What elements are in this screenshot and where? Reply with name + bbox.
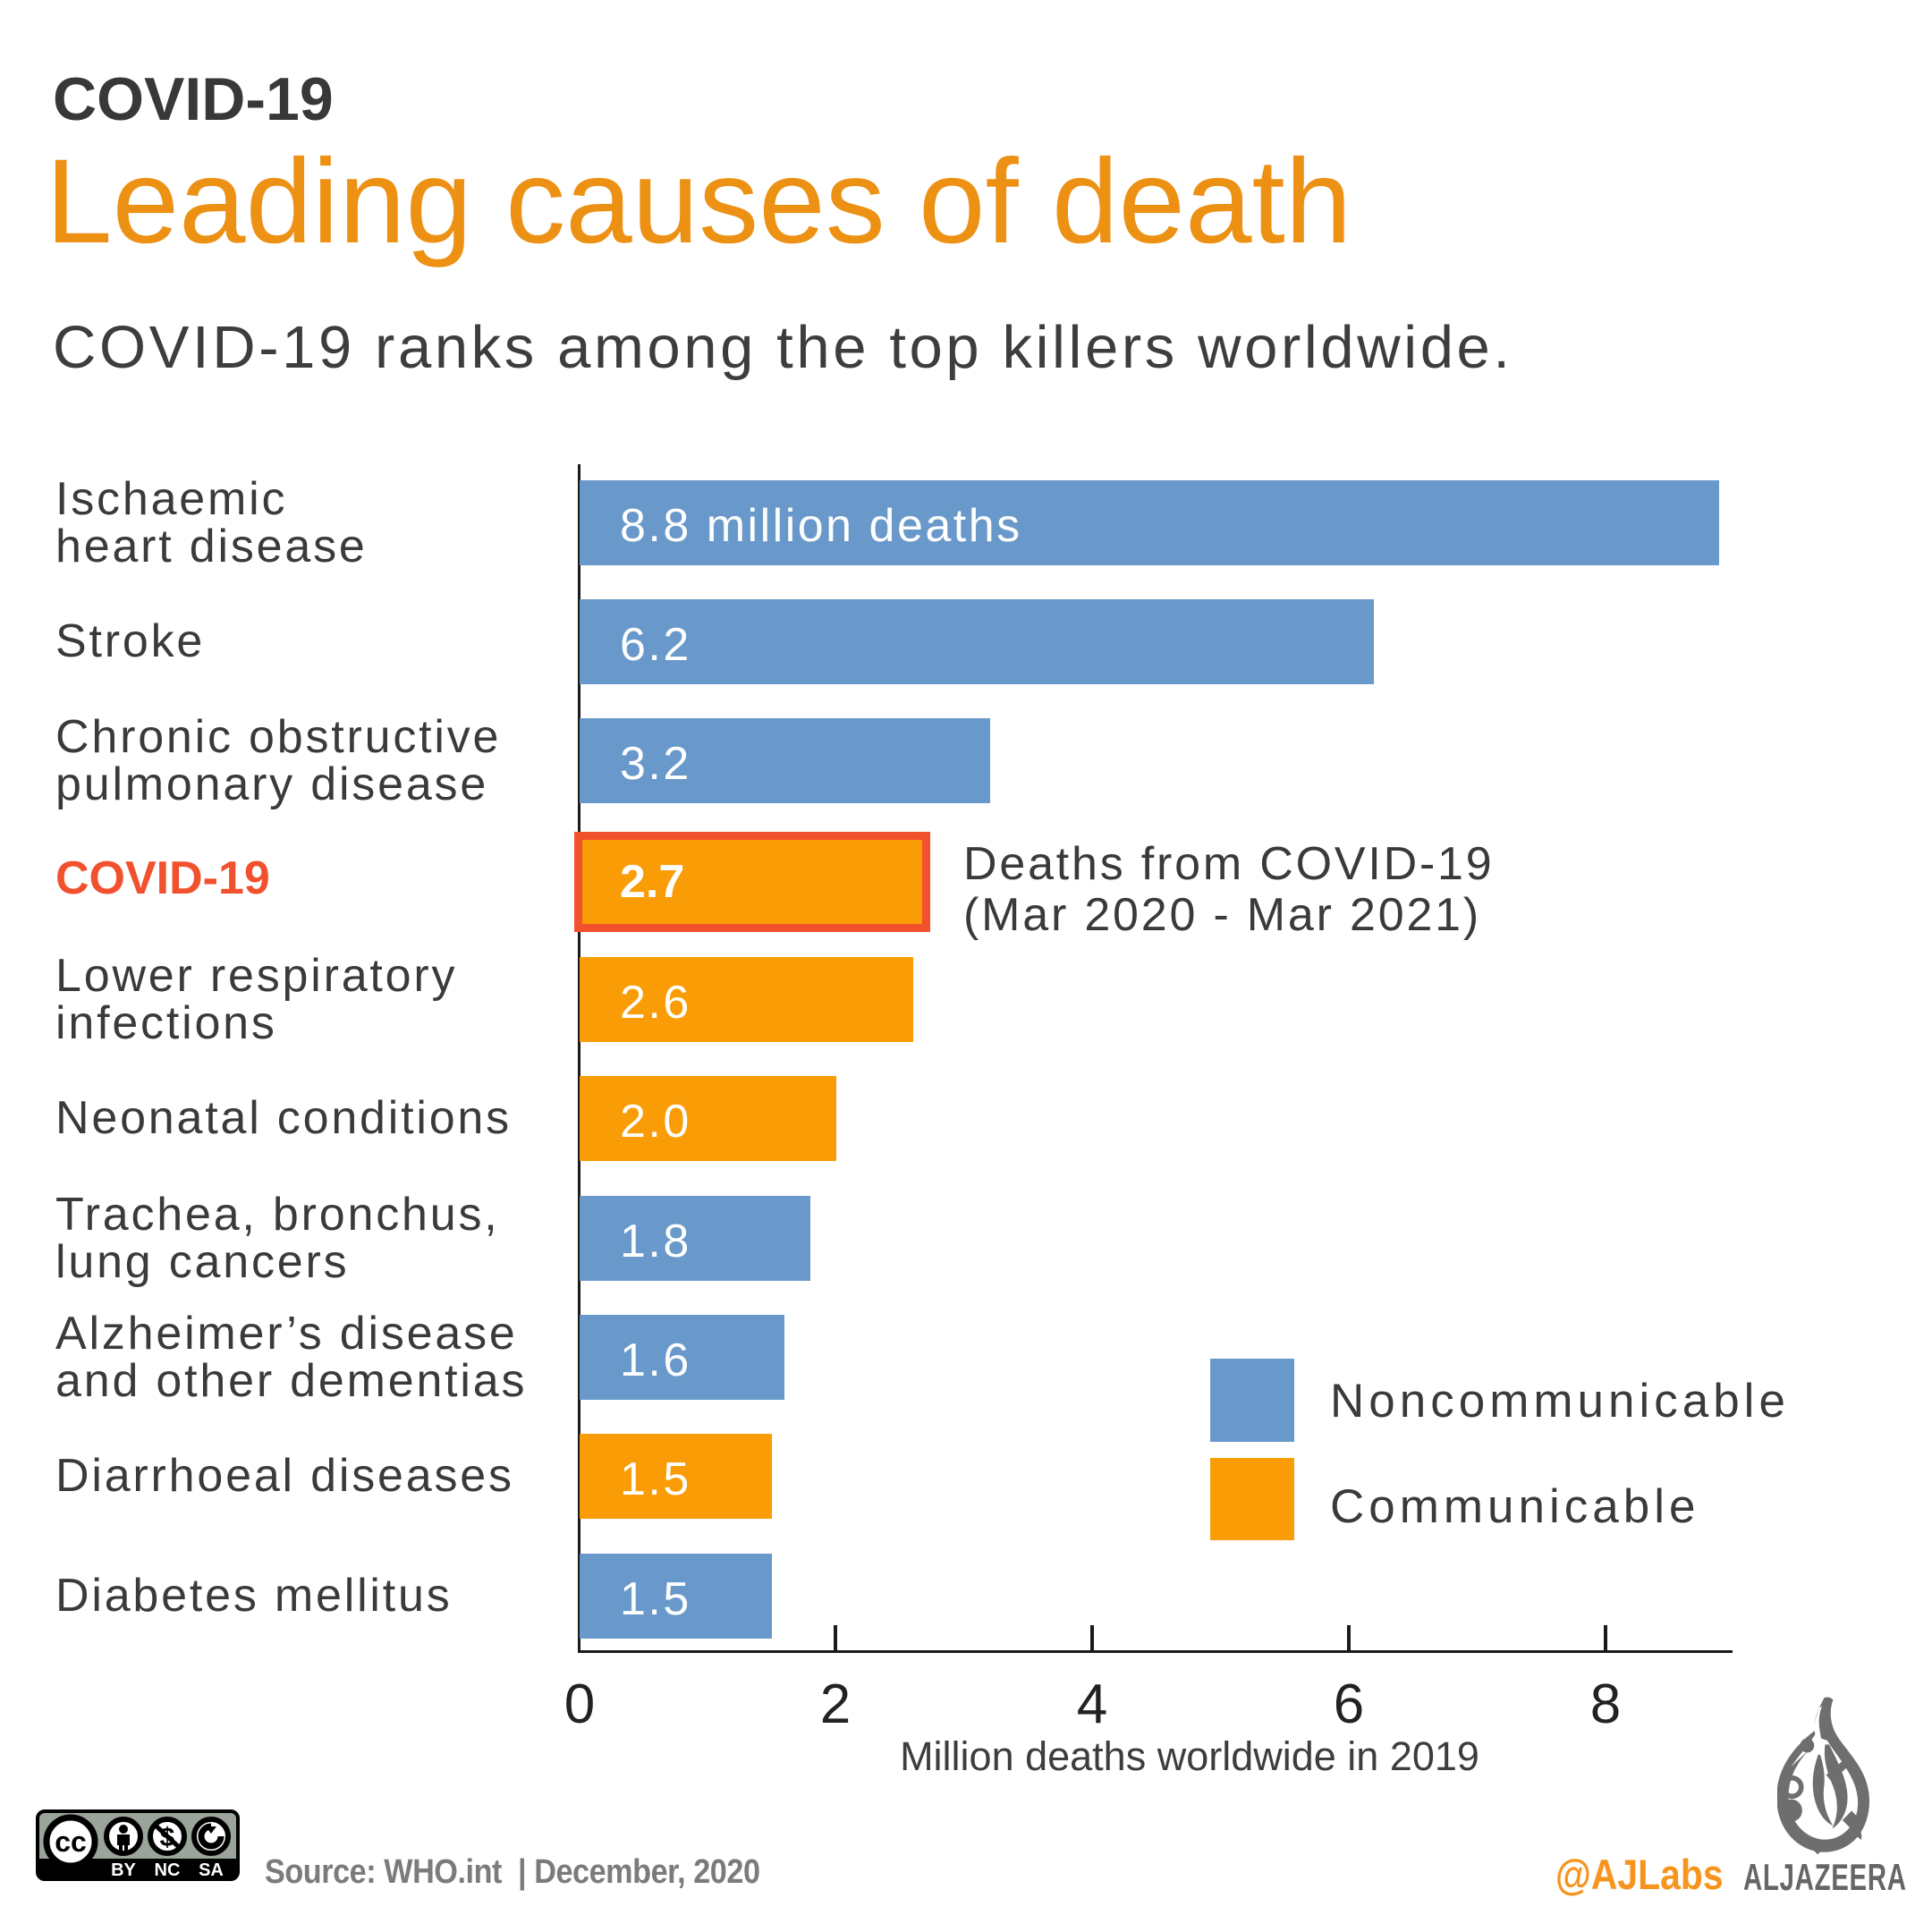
svg-text:SA: SA — [199, 1860, 224, 1880]
svg-text:NC: NC — [155, 1860, 181, 1880]
svg-text:cc: cc — [55, 1826, 87, 1858]
svg-text:BY: BY — [111, 1860, 136, 1880]
